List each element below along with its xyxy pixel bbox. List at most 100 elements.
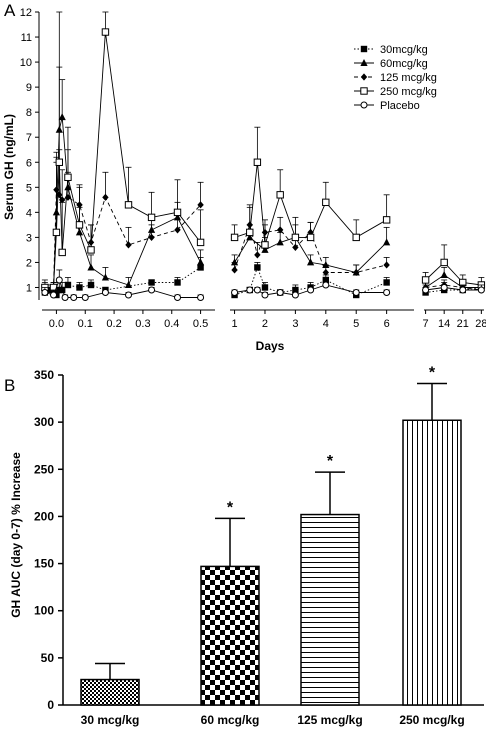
panel-b-y-tick-label: 200: [34, 509, 54, 523]
significance-marker: *: [429, 364, 436, 381]
data-point: [254, 251, 261, 259]
data-point: [64, 173, 72, 181]
panel-a-legend: 30mcg/kg 60mcg/kg 125 mcg/kg 250 mcg/kg Plac…: [354, 44, 437, 112]
bar: [300, 513, 360, 706]
panel-a-x-tick-label: 0.2: [106, 318, 121, 330]
data-point: [230, 233, 239, 242]
data-point: [306, 233, 315, 242]
panel-b-y-tick-label: 0: [47, 698, 54, 712]
legend-label: 30mcg/kg: [380, 44, 428, 56]
data-point: [101, 288, 109, 296]
panel-a-x-tick-label: 0.5: [193, 318, 208, 330]
panel-b-x-tick-label: 30 mcg/kg: [81, 713, 140, 727]
data-point: [246, 228, 254, 237]
panel-b-y-tick-label: 100: [34, 604, 54, 618]
significance-marker: *: [227, 499, 234, 516]
data-point: [254, 264, 261, 271]
data-point: [383, 261, 390, 269]
data-point: [55, 276, 63, 284]
data-point: [174, 293, 182, 301]
panel-a-x-axis-label: Days: [256, 339, 285, 353]
legend-label: 125 mcg/kg: [380, 72, 437, 84]
panel-b-y-tick-label: 150: [34, 557, 54, 571]
data-point: [87, 281, 95, 289]
panel-a-y-tick-label: 10: [20, 57, 32, 69]
legend-marker: [360, 73, 368, 81]
panel-b-x-tick-label: 250 mcg/kg: [399, 713, 464, 727]
panel-a-y-tick-label: 5: [26, 182, 32, 194]
series-250-mcg/kg-line: [425, 261, 482, 286]
data-point: [440, 258, 448, 267]
series-60mcg/kg-line: [425, 274, 482, 288]
panel-a-x-tick-label: 4: [323, 318, 329, 330]
panel-a-x-tick-label: 0.3: [135, 318, 150, 330]
data-point: [322, 268, 330, 277]
data-point: [261, 284, 269, 291]
panel-b-y-axis-label: GH AUC (day 0-7) % Increase: [9, 452, 23, 618]
data-point: [75, 228, 84, 236]
legend-label: 60mcg/kg: [380, 58, 428, 70]
data-point: [174, 226, 181, 234]
panel-a-x-tick-label: 2: [262, 318, 268, 330]
panel-a-y-tick-label: 12: [20, 7, 32, 19]
bar: [80, 678, 140, 706]
panel-a-y-tick-label: 4: [26, 207, 32, 219]
legend-marker: [360, 101, 368, 109]
series-placebo-line: [234, 284, 387, 296]
data-point: [124, 201, 133, 209]
data-point: [124, 280, 133, 288]
series-250-mcg/kg-line: [234, 162, 387, 246]
series-30mcg/kg-line: [425, 287, 482, 293]
data-point: [322, 198, 330, 207]
panel-a-y-tick-label: 8: [26, 107, 32, 119]
data-point: [173, 208, 182, 217]
data-point: [64, 281, 72, 289]
data-point: [61, 293, 69, 301]
data-point: [196, 258, 205, 266]
data-point: [291, 291, 299, 299]
panel-a-y-axis-label: Serum GH (ng/mL): [2, 114, 16, 220]
data-point: [352, 288, 360, 296]
data-point: [276, 226, 284, 234]
panel-a-x-tick-label: 5: [353, 318, 359, 330]
data-point: [101, 28, 110, 36]
data-point: [76, 284, 83, 291]
data-point: [253, 158, 262, 166]
data-point: [440, 270, 448, 278]
data-point: [58, 113, 66, 121]
data-point: [383, 238, 391, 246]
series-placebo: [41, 269, 485, 301]
data-point: [440, 283, 448, 291]
data-point: [246, 233, 254, 241]
panel-a-x-tick-label: 0.0: [49, 318, 64, 330]
data-point: [58, 248, 66, 257]
panel-a-x-tick-label: 6: [384, 318, 390, 330]
data-point: [292, 243, 299, 252]
bar: [200, 565, 260, 706]
series-30mcg/kg-line: [234, 266, 387, 296]
series-125-mcg/kg-line: [425, 284, 482, 291]
panel-b-letter: B: [4, 376, 15, 395]
data-point: [50, 291, 58, 299]
panel-a-y-tick-label: 11: [21, 32, 32, 44]
panel-a-y-tick-label: 3: [26, 232, 32, 244]
series-placebo-line: [425, 287, 482, 291]
panel-a-y-tick-label: 2: [26, 257, 32, 269]
legend-marker: [360, 87, 368, 95]
data-point: [422, 286, 430, 294]
data-point: [87, 246, 95, 254]
data-point: [196, 238, 205, 247]
data-point: [459, 286, 467, 294]
data-point: [261, 241, 269, 249]
data-point: [125, 241, 132, 249]
panel-a-y-tick-label: 6: [26, 157, 32, 169]
data-point: [81, 293, 89, 301]
data-point: [352, 233, 360, 242]
series-125-mcg/kg-line: [234, 223, 387, 273]
data-point: [148, 286, 156, 294]
data-point: [292, 286, 299, 294]
data-point: [70, 293, 78, 301]
data-point: [174, 279, 181, 286]
data-point: [231, 266, 238, 274]
